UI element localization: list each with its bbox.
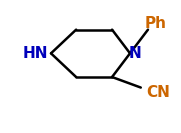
Text: Ph: Ph [145, 16, 167, 31]
Text: HN: HN [23, 47, 48, 61]
Text: N: N [129, 47, 142, 61]
Text: CN: CN [146, 85, 170, 100]
